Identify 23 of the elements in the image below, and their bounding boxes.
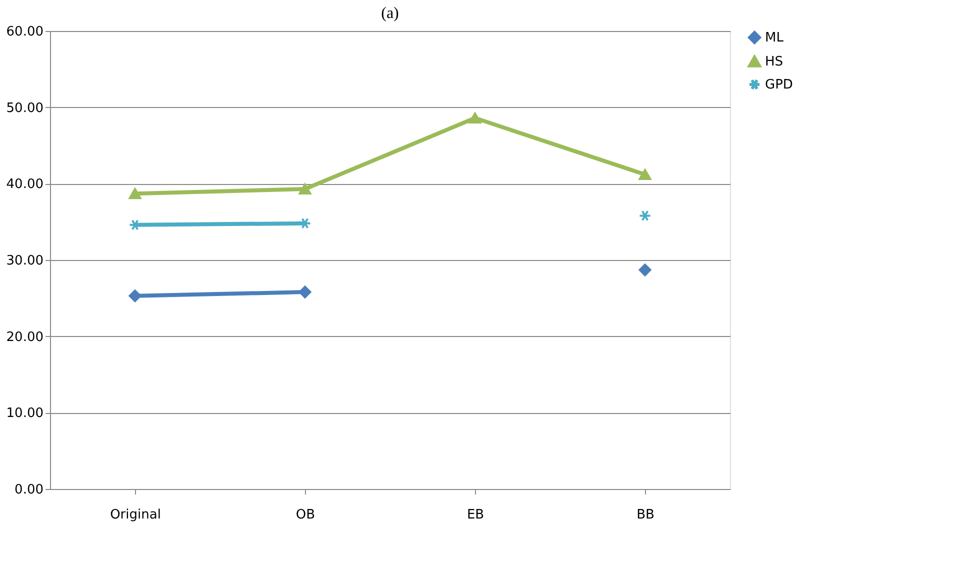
y-tick-label: 60.00 (6, 24, 44, 40)
point (638, 210, 652, 222)
legend-label: GPD (765, 78, 793, 92)
point (638, 264, 652, 276)
point (468, 112, 482, 124)
point (638, 168, 652, 180)
point (128, 188, 142, 200)
point (128, 290, 142, 302)
chart-title: (a) (381, 5, 399, 22)
y-tick-label: 20.00 (6, 330, 44, 345)
y-tick-label: 50.00 (6, 100, 44, 116)
x-tick-label: OB (296, 508, 316, 522)
x-tick-label: BB (636, 508, 654, 522)
legend-label: ML (765, 30, 784, 46)
point (298, 183, 312, 195)
y-tick-label: 30.00 (6, 254, 44, 268)
point (298, 286, 312, 298)
y-tick-label: 10.00 (6, 406, 44, 422)
y-tick-label: 0.00 (14, 482, 44, 498)
x-tick-label: EB (466, 508, 484, 522)
y-tick-label: 40.00 (6, 177, 44, 192)
x-tick-label: Original (110, 508, 161, 522)
legend-label: HS (765, 54, 784, 70)
